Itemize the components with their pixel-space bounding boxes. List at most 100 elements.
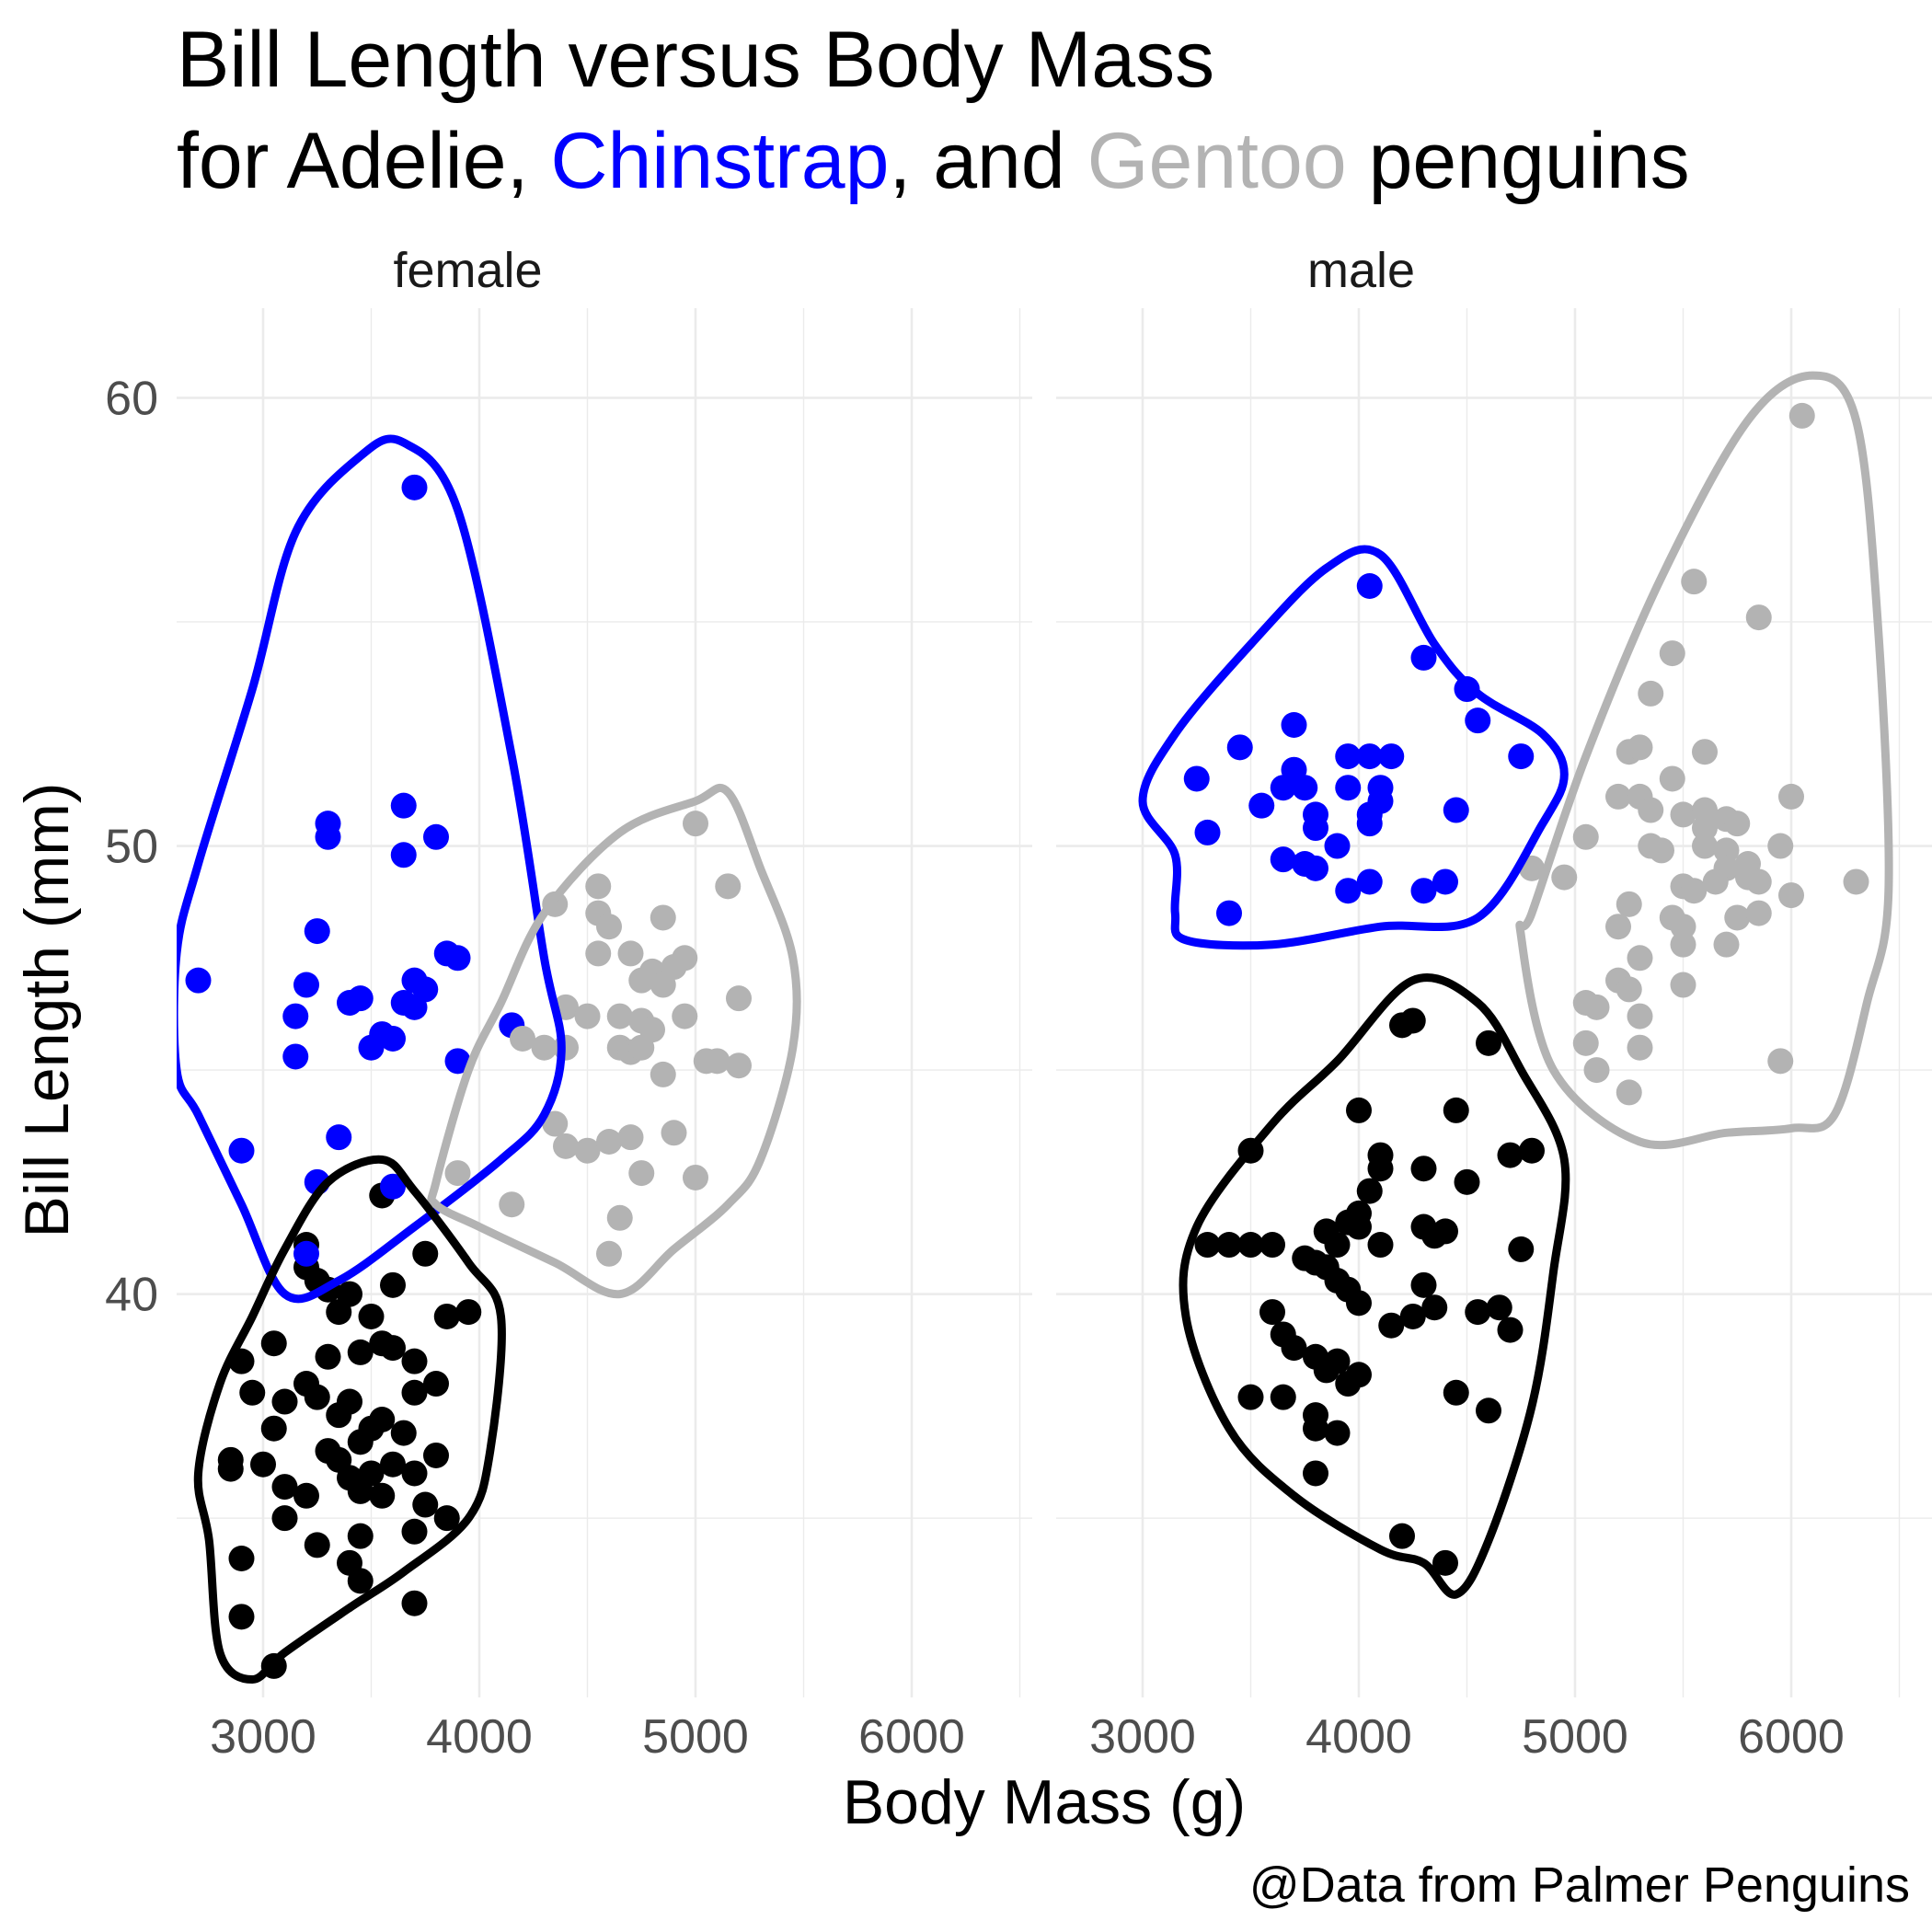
facet-label-male: male <box>1307 243 1415 298</box>
x-axis-title: Body Mass (g) <box>843 1767 1246 1837</box>
data-point <box>1713 931 1740 958</box>
data-point <box>1216 1232 1242 1259</box>
data-point <box>553 1133 579 1159</box>
data-point <box>250 1451 276 1478</box>
data-point <box>1572 1029 1599 1056</box>
data-point <box>412 1491 439 1518</box>
data-point <box>1399 1007 1426 1034</box>
data-point <box>423 823 449 850</box>
data-point <box>1681 878 1708 904</box>
data-point <box>315 823 341 850</box>
data-point <box>315 1343 341 1370</box>
data-point <box>1627 945 1653 972</box>
data-point <box>1583 994 1610 1020</box>
data-point <box>1281 712 1307 738</box>
hull-adelie <box>193 1155 506 1684</box>
data-point <box>401 1590 428 1616</box>
data-point <box>1335 1371 1362 1397</box>
series-gentoo-points <box>444 811 752 1267</box>
data-point <box>401 1348 428 1374</box>
data-point <box>293 1240 319 1267</box>
data-point <box>1194 1232 1221 1259</box>
data-point <box>1788 402 1815 429</box>
data-point <box>1724 811 1751 837</box>
data-point <box>260 1330 287 1357</box>
data-point <box>1183 765 1210 792</box>
subtitle-suffix: penguins <box>1346 117 1690 205</box>
data-point <box>390 842 417 868</box>
data-point <box>1692 815 1718 842</box>
x-tick-label: 4000 <box>426 1710 533 1764</box>
data-point <box>1194 819 1221 845</box>
data-point <box>1486 1294 1512 1321</box>
facet-content <box>1138 371 1893 1599</box>
data-point <box>1356 868 1383 895</box>
data-point <box>1410 1271 1437 1298</box>
chart-title: Bill Length versus Body Mass <box>177 16 1215 104</box>
data-point <box>1324 1420 1351 1446</box>
data-point <box>1237 1232 1264 1259</box>
data-point <box>390 1420 417 1446</box>
data-point <box>423 1371 449 1397</box>
data-point <box>347 1568 374 1594</box>
data-point <box>628 967 655 994</box>
data-point <box>1356 573 1383 599</box>
data-point <box>1399 1303 1426 1329</box>
data-point <box>553 1034 579 1061</box>
series-adelie-points <box>217 1182 482 1679</box>
data-point <box>1259 1299 1285 1326</box>
x-tick-label: 3000 <box>1089 1710 1196 1764</box>
data-point <box>542 1110 569 1137</box>
data-point <box>650 1061 676 1087</box>
data-point <box>1616 891 1642 917</box>
grid-male <box>1056 308 1932 1697</box>
data-point <box>1443 1379 1469 1406</box>
data-point <box>1410 644 1437 671</box>
data-point <box>380 1451 406 1478</box>
hull-adelie <box>1179 973 1570 1599</box>
data-point <box>271 1388 298 1415</box>
data-point <box>1745 900 1772 926</box>
data-point <box>704 1048 730 1075</box>
data-point <box>326 1124 352 1151</box>
data-point <box>1421 1294 1448 1321</box>
data-point <box>1724 904 1751 931</box>
data-point <box>304 918 330 945</box>
data-point <box>1778 783 1804 810</box>
data-point <box>1497 1317 1524 1343</box>
data-point <box>1476 1397 1501 1424</box>
data-point <box>1346 1097 1372 1123</box>
data-point <box>1432 868 1458 895</box>
data-point <box>650 904 676 931</box>
data-point <box>606 1204 633 1231</box>
data-point <box>412 1240 439 1267</box>
y-tick-label: 40 <box>105 1269 158 1322</box>
data-point <box>1605 783 1631 810</box>
facet-label-female: female <box>393 243 542 298</box>
hull-chinstrap <box>1138 545 1569 950</box>
data-point <box>1627 734 1653 761</box>
data-point <box>390 792 417 819</box>
data-point <box>1356 801 1383 828</box>
data-point <box>1627 1003 1653 1029</box>
data-point <box>271 1474 298 1501</box>
data-point <box>1335 775 1362 801</box>
data-point <box>1292 775 1318 801</box>
data-point <box>433 1303 460 1329</box>
data-point <box>1324 1232 1351 1259</box>
data-point <box>628 1034 655 1061</box>
data-point <box>347 1523 374 1549</box>
data-point <box>1335 878 1362 904</box>
data-point <box>1303 1460 1328 1487</box>
data-point <box>1281 1335 1307 1362</box>
x-tick-label: 6000 <box>1738 1710 1845 1764</box>
series-chinstrap-points <box>1183 573 1535 926</box>
data-point <box>726 1052 752 1079</box>
x-tick-label: 3000 <box>210 1710 316 1764</box>
data-point <box>444 945 471 972</box>
data-point <box>617 940 644 967</box>
data-point <box>1259 1232 1285 1259</box>
data-point <box>1583 1057 1610 1084</box>
data-point <box>271 1505 298 1532</box>
